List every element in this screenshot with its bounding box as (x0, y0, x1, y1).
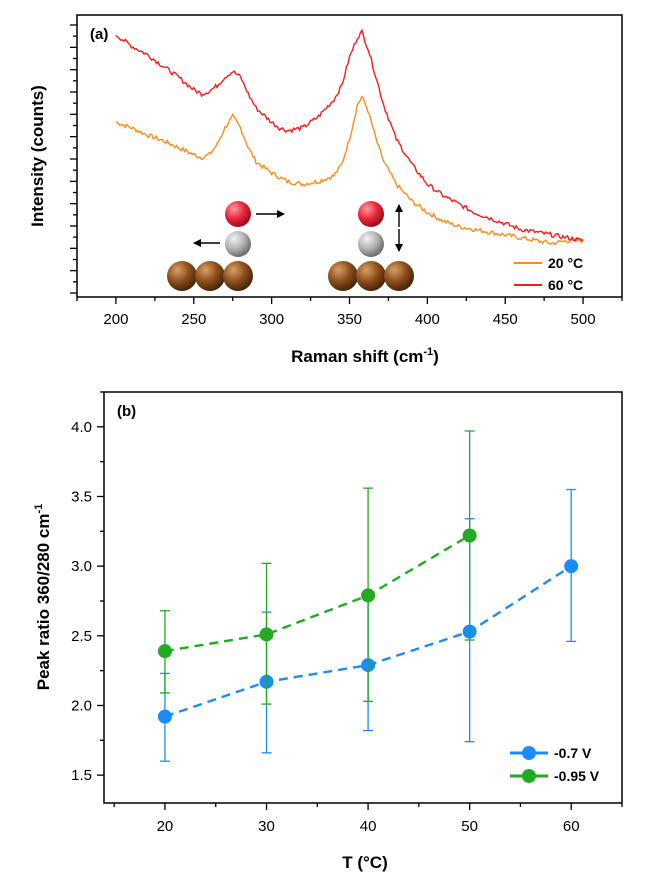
series-line-20c (115, 95, 584, 246)
substrate-atom-icon (167, 261, 197, 291)
legend-label-0-95v: -0.95 V (554, 768, 600, 784)
panel-b-series (157, 430, 579, 762)
adsorbate-bending-mode (167, 201, 285, 291)
x-tick-label-b: 60 (563, 818, 580, 835)
x-axis-ticks-a: 200 250 300 350 400 450 500 (76, 297, 623, 328)
y-tick-label-b: 1.5 (71, 767, 92, 784)
substrate-atom-icon (328, 261, 358, 291)
substrate-atom-icon (384, 261, 414, 291)
x-tick-label-a: 500 (571, 311, 596, 328)
y-tick-label-b: 3.5 (71, 488, 92, 505)
legend-label-60c: 60 °C (548, 277, 583, 293)
panel-a-series (115, 28, 584, 246)
grey-atom-icon (358, 231, 384, 257)
y-axis-ticks-a (70, 24, 77, 294)
series-line-60c (115, 28, 584, 242)
red-atom-icon (225, 201, 251, 227)
y-tick-label-b: 2.0 (71, 697, 92, 714)
panel-b: 20 30 40 50 60 1.5 2.0 2.5 3.0 3.5 4.0 (b) T (°C)… (33, 391, 623, 872)
x-tick-label-a: 400 (415, 311, 440, 328)
data-point-0-95v (259, 627, 274, 642)
x-tick-label-b: 40 (360, 818, 377, 835)
x-axis-title-a: Raman shift (cm-1) (291, 346, 439, 366)
red-atom-icon (358, 201, 384, 227)
substrate-atom-icon (223, 261, 253, 291)
y-axis-ticks-b: 1.5 2.0 2.5 3.0 3.5 4.0 (71, 391, 104, 784)
legend-marker-0-95v (522, 769, 536, 783)
panel-label-b: (b) (117, 403, 136, 420)
adsorbate-illustration (167, 201, 414, 291)
panel-label-a: (a) (90, 26, 108, 43)
panel-a: 200 250 300 350 400 450 500 (a) Raman shift (c… (28, 14, 623, 366)
data-point-0-95v (462, 528, 477, 543)
x-tick-label-a: 200 (103, 311, 128, 328)
x-tick-label-a: 450 (493, 311, 518, 328)
adsorbate-stretching-mode (328, 201, 414, 291)
x-tick-label-b: 50 (461, 818, 478, 835)
y-tick-label-b: 3.0 (71, 558, 92, 575)
x-axis-title-b: T (°C) (342, 853, 388, 872)
y-axis-title-a: Intensity (counts) (28, 85, 47, 227)
x-tick-label-b: 30 (258, 818, 275, 835)
x-tick-label-a: 250 (181, 311, 206, 328)
substrate-atom-icon (356, 261, 386, 291)
x-tick-label-a: 350 (337, 311, 362, 328)
data-point-0-7v (157, 709, 172, 724)
data-point-0-7v (564, 559, 579, 574)
x-tick-label-b: 20 (157, 818, 174, 835)
legend-label-20c: 20 °C (548, 255, 583, 271)
legend-marker-0-7v (522, 746, 536, 760)
x-axis-ticks-b: 20 30 40 50 60 (113, 803, 623, 835)
legend-a: 20 °C 60 °C (514, 255, 583, 293)
y-tick-label-b: 4.0 (71, 419, 92, 436)
legend-label-0-7v: -0.7 V (554, 745, 592, 761)
legend-b: -0.7 V -0.95 V (510, 745, 600, 784)
series-line-0-95v (164, 534, 471, 653)
grey-atom-icon (225, 231, 251, 257)
y-axis-title-b: Peak ratio 360/280 cm-1 (33, 504, 53, 691)
x-tick-label-a: 300 (259, 311, 284, 328)
data-point-0-95v (361, 588, 376, 603)
plot-frame-b (103, 391, 623, 804)
substrate-atom-icon (195, 261, 225, 291)
data-point-0-95v (157, 644, 172, 659)
y-tick-label-b: 2.5 (71, 628, 92, 645)
